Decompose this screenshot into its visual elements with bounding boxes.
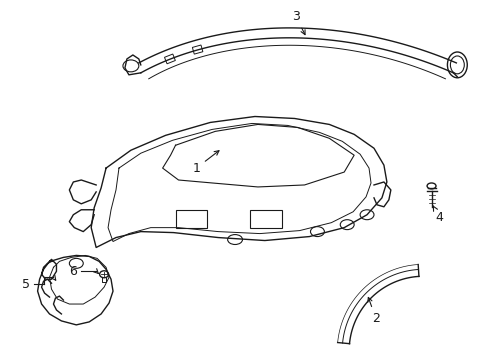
Text: 6: 6 [69, 265, 77, 278]
Bar [164, 54, 175, 64]
Text: 1: 1 [192, 151, 219, 175]
Text: 4: 4 [432, 206, 443, 224]
Bar [192, 45, 203, 54]
Text: 2: 2 [367, 297, 379, 325]
Text: 5: 5 [21, 278, 30, 291]
Text: 3: 3 [291, 10, 305, 35]
Bar [175, 210, 207, 228]
Bar [249, 210, 281, 228]
